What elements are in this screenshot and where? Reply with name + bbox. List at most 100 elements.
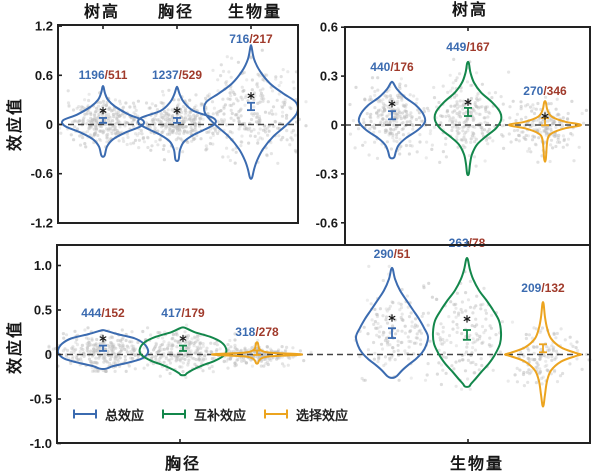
scatter-point [518, 368, 522, 372]
scatter-point [429, 129, 433, 133]
scatter-point [474, 317, 478, 321]
scatter-point [475, 105, 479, 109]
scatter-point [280, 345, 284, 349]
scatter-point [461, 144, 465, 148]
scatter-point [385, 140, 389, 144]
scatter-point [184, 124, 188, 129]
scatter-point [410, 123, 414, 127]
scatter-point [229, 108, 233, 112]
scatter-point [298, 349, 302, 353]
scatter-point [168, 132, 172, 136]
count-total: 440 [370, 60, 390, 74]
scatter-point [121, 346, 125, 350]
scatter-point [216, 89, 220, 93]
scatter-point [404, 84, 408, 88]
scatter-point [193, 105, 197, 110]
scatter-point [228, 91, 232, 95]
scatter-point [132, 141, 136, 145]
scatter-point [162, 352, 166, 356]
scatter-point [415, 336, 419, 340]
scatter-point [151, 120, 155, 124]
scatter-point [81, 119, 85, 123]
scatter-point [254, 120, 259, 124]
scatter-point [175, 355, 179, 359]
scatter-point [164, 122, 168, 126]
scatter-point [351, 119, 355, 123]
scatter-point [462, 132, 466, 136]
scatter-point [258, 118, 262, 122]
scatter-point [228, 158, 232, 163]
scatter-point [167, 127, 171, 131]
scatter-point [146, 363, 150, 367]
error-bar-bottom-5 [539, 343, 547, 354]
significance-star-top-left-0 [99, 106, 107, 115]
scatter-point [196, 347, 200, 351]
scatter-point [113, 125, 117, 129]
scatter-point [161, 147, 166, 151]
scatter-point [568, 335, 572, 339]
scatter-point [253, 94, 257, 98]
scatter-point [216, 78, 220, 82]
scatter-point [252, 98, 256, 102]
scatter-point [257, 131, 261, 135]
scatter-point [438, 160, 442, 164]
scatter-point [78, 143, 83, 147]
scatter-point [98, 129, 102, 133]
scatter-point [230, 56, 234, 60]
scatter-point [532, 345, 536, 349]
scatter-point [75, 356, 79, 360]
scatter-point [193, 351, 197, 355]
scatter-point [370, 86, 374, 90]
scatter-point [259, 364, 263, 368]
scatter-point [373, 320, 377, 324]
scatter-point [47, 349, 51, 353]
legend: 总效应 互补效应 选择效应 [72, 403, 348, 425]
scatter-point [441, 84, 445, 88]
scatter-point [92, 349, 96, 353]
scatter-point [447, 334, 452, 338]
scatter-point [148, 106, 152, 110]
scatter-point [159, 125, 163, 129]
scatter-point [552, 370, 557, 374]
scatter-point [219, 109, 223, 113]
scatter-point [271, 124, 275, 128]
scatter-point [244, 361, 248, 365]
scatter-point [199, 341, 203, 345]
scatter-point [468, 110, 472, 114]
scatter-point [451, 81, 455, 85]
scatter-point [395, 136, 399, 140]
scatter-point [135, 133, 139, 137]
scatter-point [181, 116, 186, 120]
scatter-point [243, 348, 247, 352]
scatter-point [425, 373, 429, 377]
scatter-point [404, 352, 408, 356]
scatter-point [255, 112, 259, 116]
scatter-point [454, 78, 458, 83]
scatter-point [245, 78, 249, 82]
y-tick-label-top-right: 0.3 [320, 69, 338, 84]
scatter-point [259, 94, 263, 98]
scatter-point [94, 110, 98, 114]
scatter-point [465, 342, 469, 346]
scatter-point [243, 103, 247, 107]
scatter-point [118, 125, 122, 129]
legend-item-total: 总效应 [72, 405, 144, 424]
scatter-point [382, 363, 386, 368]
scatter-point [249, 129, 253, 133]
scatter-point [405, 120, 409, 124]
scatter-point [524, 104, 528, 108]
scatter-point [354, 85, 358, 89]
scatter-point [522, 354, 526, 358]
scatter-point [397, 130, 401, 135]
scatter-point [521, 130, 525, 134]
scatter-point [83, 112, 87, 116]
scatter-point [85, 348, 89, 352]
scatter-point [157, 119, 161, 124]
scatter-point [90, 369, 95, 373]
scatter-point [530, 121, 535, 125]
scatter-point [540, 326, 545, 330]
scatter-point [471, 337, 475, 341]
scatter-point [531, 103, 535, 107]
scatter-point [243, 346, 247, 350]
scatter-point [440, 342, 445, 346]
